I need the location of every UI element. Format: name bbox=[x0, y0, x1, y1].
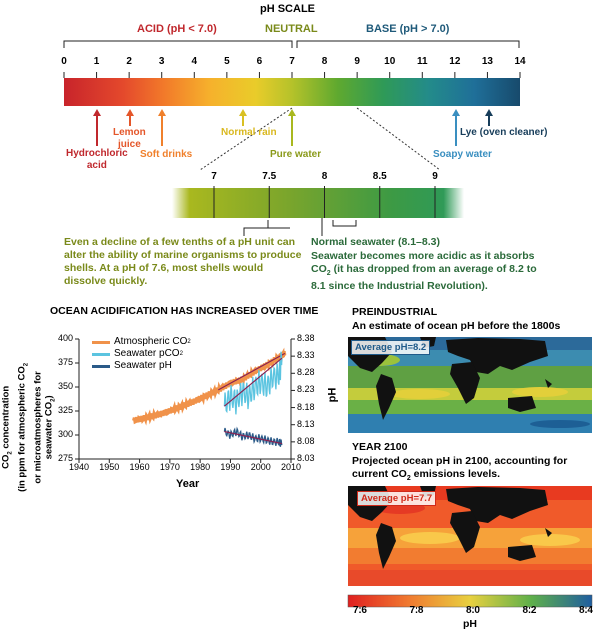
x-tick-label: 1990 bbox=[220, 462, 241, 472]
y-right-tick-label: 8.38 bbox=[297, 333, 315, 343]
future-sub-s: 2 bbox=[406, 475, 411, 483]
soapy-water-label: Soapy water bbox=[433, 149, 492, 160]
legend-label: Seawater pCO bbox=[114, 348, 180, 359]
hydrochloric-acid-label: Hydrochloric acid bbox=[66, 148, 128, 171]
pure-water-label: Pure water bbox=[270, 149, 322, 160]
scale-tick-label: 13 bbox=[481, 56, 493, 67]
scale-tick-label: 11 bbox=[416, 56, 428, 67]
y-right-tick-label: 8.33 bbox=[297, 350, 315, 361]
x-tick-label: 1950 bbox=[99, 462, 120, 472]
future-sub-b: current CO bbox=[352, 468, 407, 480]
zoom-tick-label: 7 bbox=[211, 171, 217, 182]
legend-swatch bbox=[92, 364, 110, 368]
acid-label: ACID (pH < 7.0) bbox=[137, 23, 217, 35]
x-axis-label: Year bbox=[176, 478, 200, 490]
scale-tick-label: 3 bbox=[158, 56, 165, 67]
colorbar-tick-label: 7.6 bbox=[353, 605, 367, 616]
y-right-tick-label: 8.23 bbox=[297, 384, 315, 395]
y-right-tick-label: 8.08 bbox=[297, 435, 315, 446]
future-sub-a: Projected ocean pH in 2100, accounting f… bbox=[352, 455, 568, 467]
chart-title: OCEAN ACIDIFICATION HAS INCREASED OVER T… bbox=[50, 305, 319, 317]
y-right-tick-label: 8.28 bbox=[297, 367, 315, 378]
scale-tick-label: 8 bbox=[321, 56, 328, 67]
seawater-note-co: CO bbox=[311, 263, 327, 275]
shell-note: Even a decline of a few tenths of a pH u… bbox=[64, 236, 302, 287]
seawater-note: Seawater becomes more acidic as it absor… bbox=[311, 250, 551, 293]
legend-swatch bbox=[92, 340, 110, 344]
legend-item: Seawater pCO 2 bbox=[92, 348, 191, 360]
zoom-tick-label: 7.5 bbox=[262, 171, 277, 182]
legend-label: Atmospheric CO bbox=[114, 336, 188, 347]
x-tick-label: 1970 bbox=[159, 462, 180, 472]
colorbar-tick-label: 8.0 bbox=[466, 605, 480, 616]
y-right-tick-label: 8.18 bbox=[297, 401, 315, 412]
zoom-tick-label: 9 bbox=[432, 171, 438, 182]
colorbar-tick-label: 8.4 bbox=[579, 605, 593, 616]
seawater-pco2-line bbox=[223, 351, 283, 415]
scale-tick-label: 10 bbox=[384, 56, 396, 67]
colorbar-tick-label: 8.2 bbox=[522, 605, 537, 616]
y-left-tick-label: 300 bbox=[57, 429, 73, 439]
scale-tick-label: 1 bbox=[93, 56, 100, 67]
trend-line bbox=[223, 357, 283, 407]
future-subtitle: Projected ocean pH in 2100, accounting f… bbox=[352, 455, 592, 485]
future-sub-c: emissions levels. bbox=[410, 468, 501, 480]
neutral-label: NEUTRAL bbox=[265, 23, 318, 35]
future-average-badge: Average pH=7.7 bbox=[357, 491, 437, 506]
seawater-note-c: (it has dropped from an average of 8.2 t… bbox=[311, 263, 537, 293]
colorbar-tick-label: 7.8 bbox=[409, 605, 424, 616]
y-left-tick-label: 275 bbox=[57, 453, 73, 463]
scale-tick-label: 6 bbox=[256, 56, 263, 67]
normal-rain-label: Normal rain bbox=[221, 127, 277, 138]
scale-tick-label: 9 bbox=[354, 56, 360, 67]
chart-legend: Atmospheric CO 2 Seawater pCO 2 Seawater pH bbox=[92, 336, 191, 372]
x-tick-label: 1980 bbox=[190, 462, 211, 472]
x-tick-label: 2000 bbox=[250, 462, 271, 472]
trend-line bbox=[218, 352, 286, 391]
pre-title: PREINDUSTRIAL bbox=[352, 306, 438, 318]
seawater-note-a: Seawater becomes more acidic as it absor… bbox=[311, 250, 535, 262]
y-left-tick-label: 350 bbox=[57, 381, 73, 391]
scale-tick-label: 5 bbox=[224, 56, 230, 67]
scale-tick-label: 7 bbox=[289, 56, 295, 67]
x-tick-label: 1960 bbox=[129, 462, 150, 472]
legend-sub: 2 bbox=[187, 339, 191, 345]
y-right-tick-label: 8.13 bbox=[297, 418, 315, 429]
seawater-note-sub: 2 bbox=[326, 270, 331, 278]
scale-tick-label: 14 bbox=[514, 56, 526, 67]
zoom-tick-label: 8.5 bbox=[372, 171, 387, 182]
pre-subtitle: An estimate of ocean pH before the 1800s bbox=[352, 320, 561, 332]
legend-item: Atmospheric CO 2 bbox=[92, 336, 191, 348]
future-title: YEAR 2100 bbox=[352, 441, 408, 453]
legend-item: Seawater pH bbox=[92, 360, 191, 372]
soft-drinks-label: Soft drinks bbox=[140, 149, 193, 160]
legend-swatch bbox=[92, 352, 110, 356]
x-tick-label: 1940 bbox=[68, 462, 90, 472]
legend-sub: 2 bbox=[179, 351, 183, 357]
colorbar-label: pH bbox=[463, 618, 477, 630]
zoom-tick-label: 8 bbox=[321, 171, 328, 182]
y-left-tick-label: 375 bbox=[57, 357, 73, 367]
lemon-juice-label: Lemon juice bbox=[113, 127, 146, 150]
base-label: BASE (pH > 7.0) bbox=[366, 23, 450, 35]
scale-tick-label: 2 bbox=[126, 56, 132, 67]
scale-tick-label: 0 bbox=[61, 56, 67, 67]
pre-average-badge: Average pH=8.2 bbox=[351, 340, 431, 355]
seawater-ph-line bbox=[223, 426, 283, 447]
scale-tick-label: 12 bbox=[449, 56, 461, 67]
y-left-tick-label: 325 bbox=[57, 405, 73, 415]
seawater-title: Normal seawater (8.1–8.3) bbox=[311, 236, 440, 248]
legend-label: Seawater pH bbox=[114, 360, 172, 371]
scale-title: pH SCALE bbox=[260, 3, 315, 15]
lye-label: Lye (oven cleaner) bbox=[460, 127, 548, 138]
trend-line bbox=[224, 430, 283, 445]
y-left-tick-label: 400 bbox=[57, 333, 73, 343]
scale-tick-label: 4 bbox=[191, 56, 198, 67]
y-right-tick-label: 8.03 bbox=[297, 453, 315, 463]
x-tick-label: 2010 bbox=[280, 462, 302, 472]
